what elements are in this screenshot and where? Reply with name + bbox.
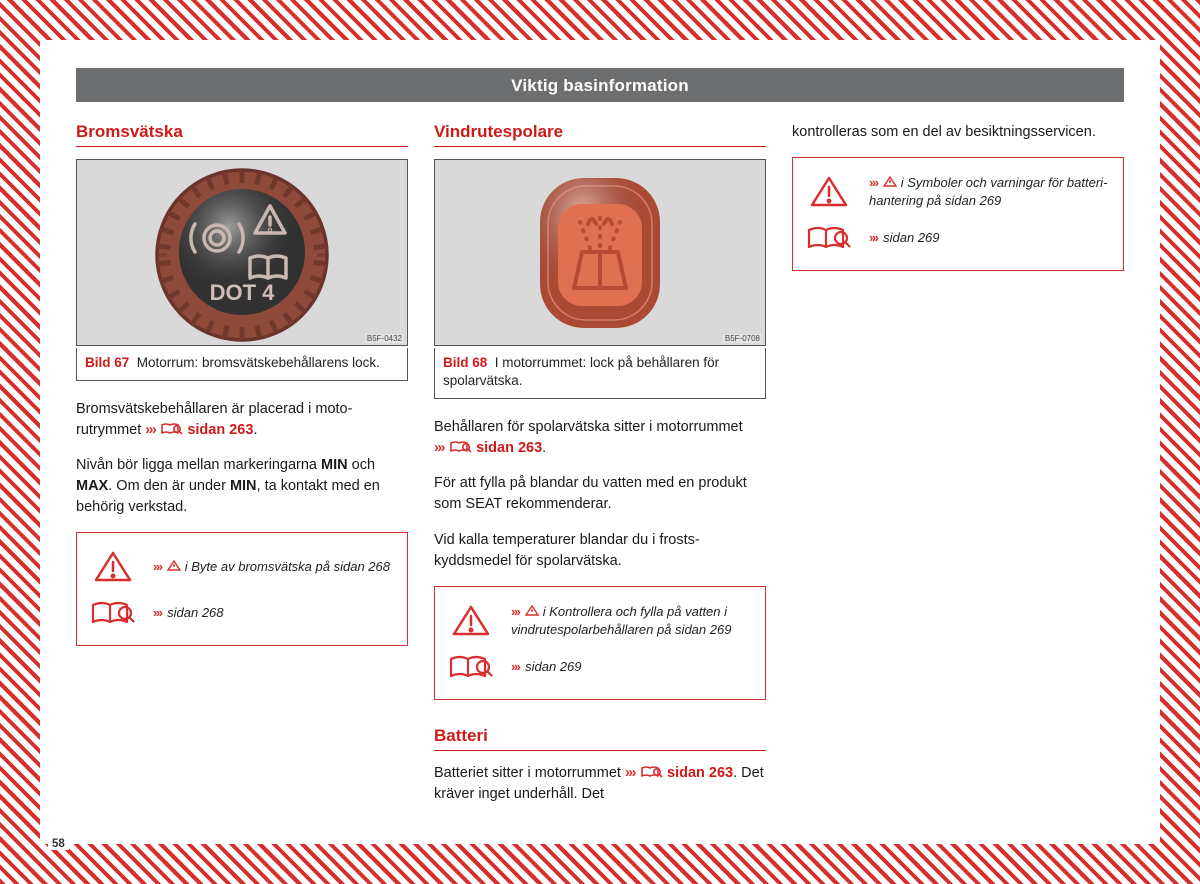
figure-68 [434, 159, 766, 346]
reference-row: ››› i Symboler och varningar för batteri… [803, 168, 1113, 216]
figure-68-wrap: B5F-0708 [434, 159, 766, 346]
book-magnifier-icon [87, 597, 139, 629]
reference-text[interactable]: ››› sidan 269 [869, 229, 940, 247]
page-content: Viktig basinformation Bromsvätska [40, 40, 1160, 844]
brake-fluid-cap-illustration: DOT 4 [77, 160, 407, 345]
reference-row: ››› sidan 269 [445, 645, 755, 689]
reference-row: ››› sidan 268 [87, 591, 397, 635]
warning-triangle-small-icon [167, 560, 181, 572]
warning-triangle-icon [87, 549, 139, 585]
washer-fluid-cap-illustration [435, 160, 765, 345]
section-title-vindrutespolare: Vindrutespolare [434, 122, 766, 147]
warning-triangle-icon [803, 174, 855, 210]
paragraph: Bromsvätskebehållaren är placerad i moto… [76, 399, 408, 441]
book-magnifier-icon [445, 651, 497, 683]
paragraph: Behållaren för spolarvätska sitter i mot… [434, 417, 766, 459]
section-title-batteri: Batteri [434, 726, 766, 751]
paragraph: Vid kalla temperaturer blandar du i fros… [434, 530, 766, 572]
caption-text: Motorrum: bromsvätskebehållarens lock. [137, 355, 380, 370]
section-title-bromsvatska: Bromsvätska [76, 122, 408, 147]
figure-68-code: B5F-0708 [723, 334, 762, 343]
reference-text[interactable]: ››› sidan 269 [511, 658, 582, 676]
reference-row: ››› i Kontrollera och fylla på vatten i … [445, 597, 755, 645]
book-magnifier-icon [450, 440, 472, 454]
figure-67-code: B5F-0432 [365, 334, 404, 343]
column-2: Vindrutespolare [434, 116, 766, 819]
reference-box: ››› i Kontrollera och fylla på vatten i … [434, 586, 766, 700]
reference-text[interactable]: ››› i Kontrollera och fylla på vatten i … [511, 603, 755, 639]
svg-text:DOT 4: DOT 4 [210, 280, 276, 305]
column-3: kontrolleras som en del av besiktningsse… [792, 116, 1124, 819]
reference-box: ››› i Byte av bromsvätska på sidan 268 ›… [76, 532, 408, 646]
figure-67-caption: Bild 67 Motorrum: bromsvätskebehållarens… [76, 348, 408, 381]
warning-triangle-small-icon [883, 176, 897, 188]
reference-row: ››› i Byte av bromsvätska på sidan 268 [87, 543, 397, 591]
reference-box: ››› i Symboler och varningar för batteri… [792, 157, 1124, 271]
reference-row: ››› sidan 269 [803, 216, 1113, 260]
page-reference[interactable]: ››› sidan 263 [145, 422, 253, 438]
book-magnifier-icon [161, 422, 183, 436]
page-header: Viktig basinformation [76, 68, 1124, 102]
columns: Bromsvätska [76, 116, 1124, 819]
figure-67-wrap: DOT 4 B5F-0432 [76, 159, 408, 346]
page-reference[interactable]: ››› sidan 263 [434, 440, 542, 456]
bild-number: Bild 67 [85, 355, 129, 370]
reference-text[interactable]: ››› i Symboler och varningar för batteri… [869, 174, 1113, 210]
page-number: 58 [48, 838, 69, 850]
book-magnifier-icon [641, 765, 663, 779]
bild-number: Bild 68 [443, 355, 487, 370]
column-1: Bromsvätska [76, 116, 408, 819]
reference-text[interactable]: ››› i Byte av bromsvätska på sidan 268 [153, 558, 390, 576]
figure-67: DOT 4 [76, 159, 408, 346]
paragraph: För att fylla på blandar du vatten med e… [434, 473, 766, 515]
reference-text[interactable]: ››› sidan 268 [153, 604, 224, 622]
page-reference[interactable]: ››› si­dan 263 [625, 765, 733, 781]
paragraph: Nivån bör ligga mellan markeringarna MIN… [76, 455, 408, 518]
warning-triangle-icon [445, 603, 497, 639]
figure-68-caption: Bild 68 I motorrummet: lock på behållare… [434, 348, 766, 399]
book-magnifier-icon [803, 222, 855, 254]
paragraph: Batteriet sitter i motorrummet ››› si­da… [434, 763, 766, 805]
warning-triangle-small-icon [525, 605, 539, 617]
paragraph: kontrolleras som en del av besiktningsse… [792, 122, 1124, 143]
